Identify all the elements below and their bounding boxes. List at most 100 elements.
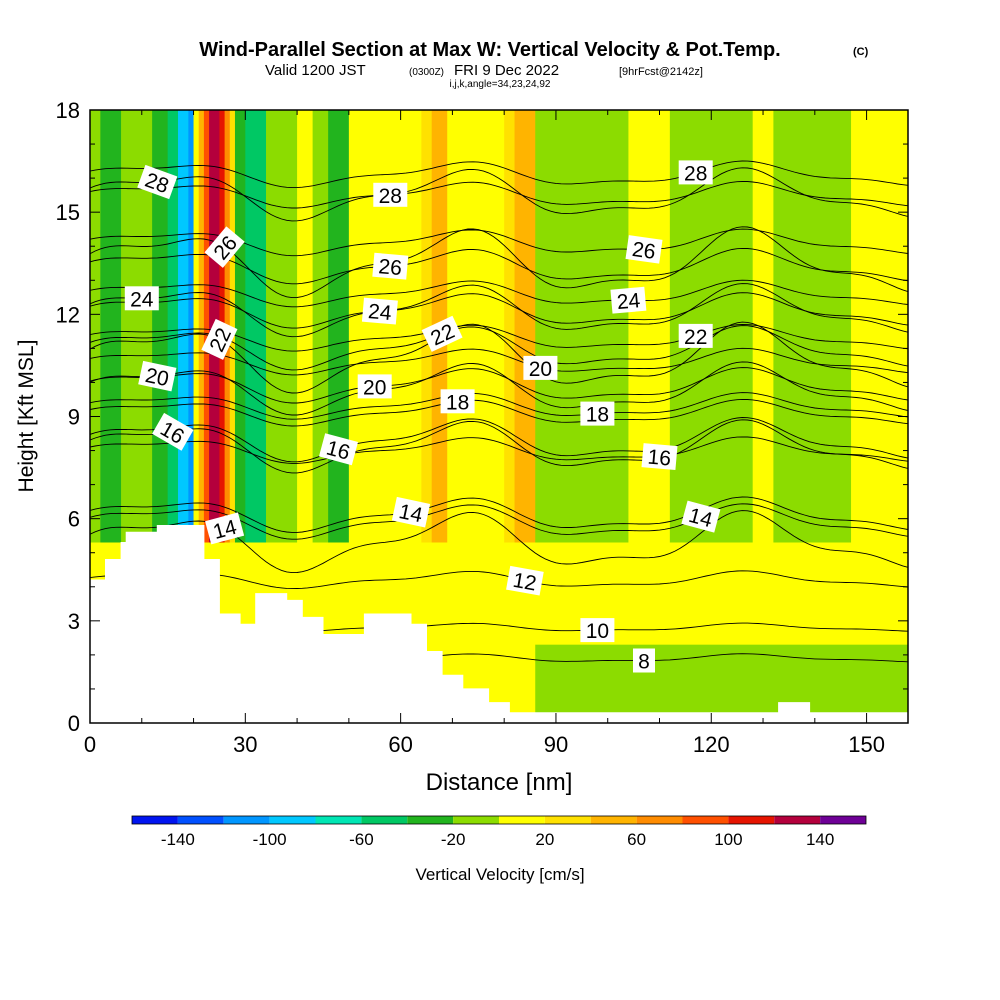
theta-label-group: 24 [610,286,647,314]
theta-label-group: 28 [678,160,713,185]
theta-contour-line [90,160,908,189]
theta-label-group: 14 [205,512,245,545]
theta-label-group: 14 [681,500,721,533]
copyright-mark: (C) [853,46,869,58]
velocity-band-26 [504,110,516,723]
colorbar-tick-label: 100 [714,830,742,849]
theta-label-box [124,286,159,311]
colorbar-swatch [728,816,775,824]
x-axis-label: Distance [nm] [426,769,573,796]
y-tick-label: 6 [68,507,80,532]
velocity-band-7 [193,110,200,723]
theta-label-box [201,318,238,360]
colorbar-swatch [269,816,316,824]
colorbar-swatch [315,816,362,824]
x-tick-label: 150 [848,732,885,757]
theta-label-group: 28 [137,164,178,200]
velocity-band-10 [209,110,221,723]
velocity-field [90,110,908,723]
forecast-info: [9hrFcst@2142z] [619,66,703,78]
y-tick-label: 9 [68,405,80,430]
theta-label-group: 14 [391,496,431,528]
velocity-band-22 [421,110,433,723]
velocity-band-8 [198,110,205,723]
theta-label-box [391,496,431,528]
x-tick-label: 120 [693,732,730,757]
colorbar-frame [131,815,867,825]
theta-label-group: 10 [580,618,615,643]
theta-contour-label: 26 [631,238,657,264]
theta-label-box [523,355,558,380]
theta-label-box [138,360,177,392]
theta-contour-label: 12 [511,569,538,596]
theta-label-box [678,323,713,348]
velocity-band-11 [219,110,226,723]
theta-label-box [641,443,678,471]
valid-time-date: FRI 9 Dec 2022 [454,62,559,79]
theta-contour-label: 26 [378,255,403,280]
velocity-band-4 [167,110,179,723]
theta-contour-label: 22 [684,326,707,349]
chart-title: Wind-Parallel Section at Max W: Vertical… [199,39,780,61]
theta-label-box [610,286,647,314]
theta-contour-label: 24 [130,288,154,311]
colorbar-swatch [407,816,454,824]
x-tick-label: 30 [233,732,257,757]
colorbar-tick-label: 60 [627,830,646,849]
velocity-band-6 [188,110,195,723]
colorbar-swatch [774,816,821,824]
x-tick-label: 0 [84,732,96,757]
theta-contour-label: 18 [446,391,469,414]
y-tick-label: 3 [68,609,80,634]
velocity-band-14 [234,110,246,723]
theta-contour-label: 20 [363,376,386,399]
theta-contour-label: 24 [616,289,642,314]
colorbar-swatch [453,816,499,824]
colorbar-tick-label: 20 [535,830,554,849]
colorbar-tick-label: 140 [806,830,834,849]
theta-contour-line [90,367,908,404]
velocity-band-9 [203,110,210,723]
colorbar-swatch [820,816,866,824]
theta-contour-line [90,283,908,338]
colorbar-swatch [682,816,729,824]
theta-contour-line [90,347,908,376]
colorbar-swatch [544,816,591,824]
colorbar-swatch [636,816,683,824]
x-tick-label: 90 [544,732,568,757]
theta-label-box [625,235,663,264]
theta-contour-line [90,398,908,427]
theta-contour-label: 16 [647,446,672,471]
theta-contour-label: 8 [638,651,650,674]
x-axis: 0 30 60 90 120 150 [84,110,885,757]
theta-label-box [681,500,721,533]
theta-label-group: 16 [641,443,678,471]
theta-label-box [152,412,194,451]
theta-contour-line [90,503,908,540]
theta-contour-line [90,496,908,533]
theta-label-group: 24 [124,286,159,311]
y-axis: 0 3 6 9 12 15 18 [56,98,908,736]
colorbar-swatch [223,816,270,824]
theta-contour-line [90,570,908,590]
theta-contour-label: 24 [367,300,393,325]
terrain-mask [90,525,908,723]
theta-contour-label: 28 [379,185,402,208]
theta-label-box [357,374,392,399]
velocity-band-5 [178,110,189,723]
colorbar-swatch [177,816,224,824]
velocity-band-13 [229,110,236,723]
valid-time-prefix: Valid 1200 JST [265,62,366,79]
theta-label-box [373,182,408,207]
theta-contour-label: 10 [586,620,609,643]
theta-label-group: 8 [633,648,655,674]
x-tick-label: 60 [388,732,412,757]
colorbar-swatch [590,816,637,824]
theta-label-box [678,160,713,185]
valid-time-utc: (0300Z) [409,67,444,78]
grid-indices: i,j,k,angle=34,23,24,92 [450,79,551,90]
y-tick-label: 15 [56,200,80,225]
